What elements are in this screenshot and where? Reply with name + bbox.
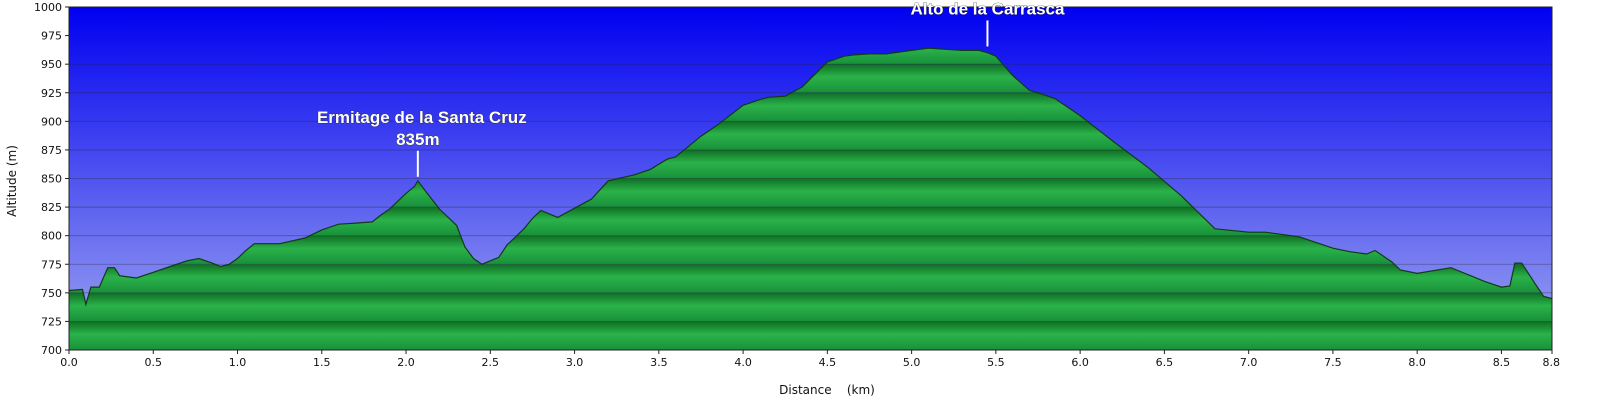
y-tick-label: 800 [41,230,62,243]
x-tick-label: 4.0 [734,356,752,369]
x-tick-label: 8.0 [1408,356,1426,369]
terrain-band [69,264,1552,293]
x-tick-label: 7.5 [1324,356,1342,369]
x-tick-label: 6.0 [1071,356,1089,369]
annotation-label: Ermitage de la Santa Cruz [317,108,527,127]
y-tick-label: 900 [41,115,62,128]
annotation-label: 835m [396,130,439,149]
x-tick-label: 2.0 [397,356,415,369]
x-tick-label: 6.5 [1156,356,1174,369]
x-tick-label: 7.0 [1240,356,1258,369]
grid-lines [69,35,1552,322]
annotation-label: Alto de la Carrasca [910,0,1065,18]
y-tick-label: 775 [41,258,62,271]
y-tick-label: 725 [41,315,62,328]
terrain-band [69,321,1552,350]
x-tick-label: 5.0 [903,356,921,369]
x-tick-label: 3.5 [650,356,668,369]
y-tick-label: 750 [41,287,62,300]
terrain-band [69,292,1552,322]
x-tick-label: 2.5 [482,356,500,369]
y-tick-label: 975 [41,30,62,43]
y-tick-label: 700 [41,344,62,357]
x-tick-label: 8.5 [1493,356,1511,369]
y-tick-label: 925 [41,87,62,100]
x-tick-label: 8.8 [1543,356,1561,369]
x-tick-label: 4.5 [819,356,837,369]
annotations: Ermitage de la Santa Cruz 835m Alto de la … [317,0,1065,177]
x-tick-label: 1.0 [229,356,247,369]
y-tick-label: 1000 [34,1,62,14]
x-tick-label: 1.5 [313,356,331,369]
x-axis: 0.0 0.5 1.0 1.5 2.0 2.5 3.0 3.5 4.0 4.5 5.0 5.5 6.0 6… [60,350,1560,369]
y-axis: 700 725 750 775 800 825 850 875 900 925 950 975 1000 [34,1,69,357]
x-tick-label: 3.0 [566,356,584,369]
y-tick-label: 875 [41,144,62,157]
x-tick-label: 0.0 [60,356,78,369]
terrain-band [69,235,1552,265]
x-axis-title: Distance (km) [779,383,875,397]
x-tick-label: 0.5 [145,356,163,369]
x-tick-label: 5.5 [987,356,1005,369]
y-tick-label: 825 [41,201,62,214]
y-tick-label: 850 [41,173,62,186]
terrain-outline [68,47,1553,307]
y-tick-label: 950 [41,58,62,71]
y-axis-title: Altitude (m) [5,145,19,217]
